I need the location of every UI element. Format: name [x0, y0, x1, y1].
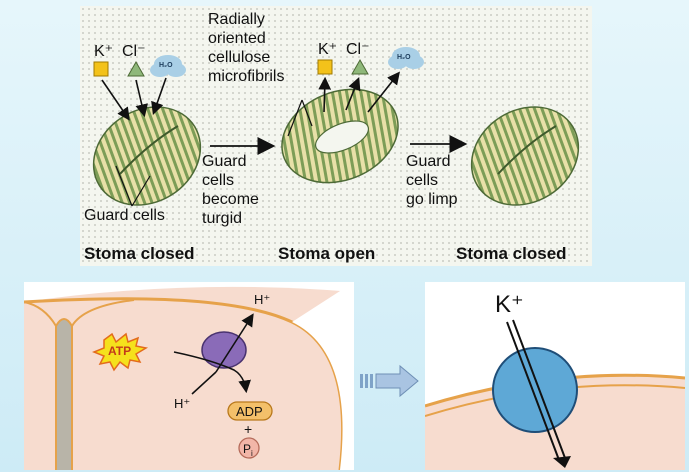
caption-stoma-open: Stoma open [278, 244, 375, 264]
limp-label: Guard cells go limp [406, 152, 458, 209]
transition-arrow-icon [360, 362, 420, 402]
water-label: H₂O [397, 54, 411, 61]
plus-sign: + [244, 421, 252, 437]
proton-pump [202, 332, 246, 368]
caption-stoma-closed-right: Stoma closed [456, 244, 567, 264]
stomata-drawing: K⁺ Cl⁻ H₂O K⁺ Cl⁻ H₂O [80, 6, 592, 266]
potassium-channel-label: K⁺ [495, 291, 524, 318]
turgid-label: Guard cells become turgid [202, 152, 259, 228]
potassium-label: K⁺ [94, 43, 113, 60]
caption-stoma-closed-left: Stoma closed [84, 244, 195, 264]
phosphate-subscript: i [251, 449, 253, 458]
closed-stoma-left [80, 87, 219, 224]
potassium-channel [493, 348, 577, 432]
open-stoma [268, 73, 412, 200]
potassium-square-icon [94, 62, 108, 76]
potassium-channel-panel: K⁺ [425, 282, 685, 470]
guard-cells-label: Guard cells [84, 206, 165, 225]
adp-label: ADP [236, 404, 263, 419]
water-label: H₂O [159, 62, 173, 69]
microfibril-label: Radially oriented cellulose microfibrils [208, 10, 284, 86]
proton-pump-drawing: ATP ADP + P i H⁺ H⁺ [24, 282, 354, 470]
chloride-triangle-icon [128, 62, 144, 76]
stomata-diagram-panel: K⁺ Cl⁻ H₂O K⁺ Cl⁻ H₂O Radially oriented … [80, 6, 592, 266]
proton-pump-panel: ATP ADP + P i H⁺ H⁺ [24, 282, 354, 470]
potassium-label: K⁺ [318, 41, 337, 58]
phosphate-label: P [243, 442, 251, 456]
chloride-label: Cl⁻ [122, 43, 146, 60]
atp-label: ATP [108, 344, 131, 358]
chloride-triangle-icon [352, 60, 368, 74]
potassium-channel-drawing: K⁺ [425, 282, 685, 470]
closed-stoma-right [453, 87, 592, 224]
chloride-label: Cl⁻ [346, 41, 370, 58]
potassium-square-icon [318, 60, 332, 74]
proton-out-label: H⁺ [254, 292, 270, 307]
proton-in-label: H⁺ [174, 396, 190, 411]
